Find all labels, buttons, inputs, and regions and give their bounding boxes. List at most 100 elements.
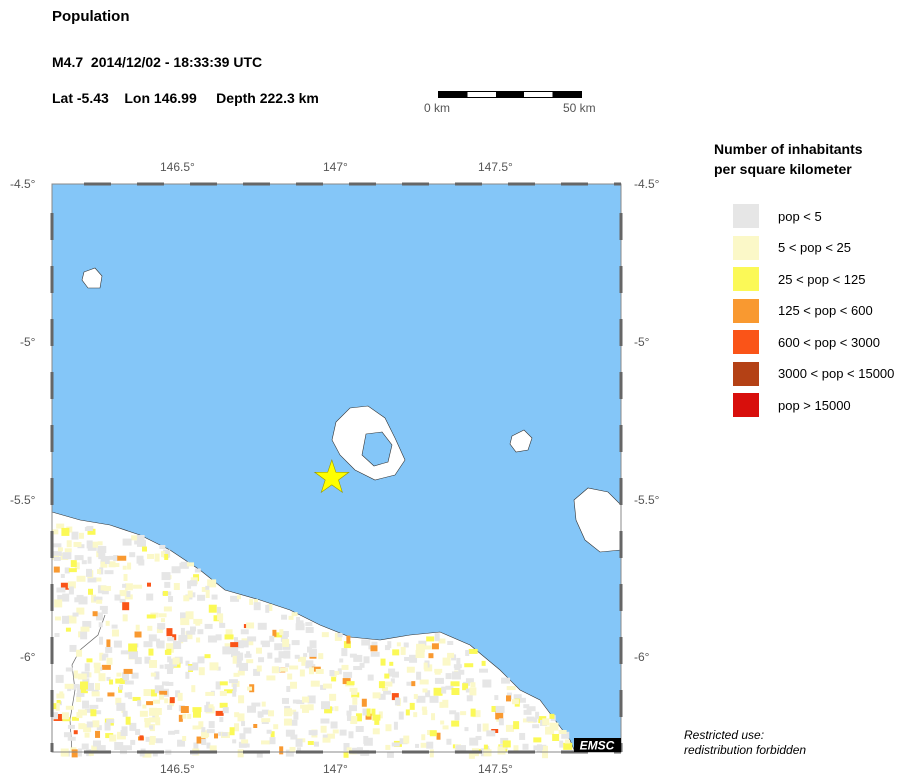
population-cell [361, 639, 371, 646]
population-cell [315, 668, 324, 674]
population-cell [52, 529, 59, 535]
population-cell [185, 611, 194, 620]
population-cell [187, 665, 194, 671]
population-cell [301, 658, 306, 666]
population-cell [367, 674, 374, 681]
population-cell [247, 636, 257, 642]
population-cell [119, 598, 126, 603]
population-cell [256, 751, 263, 758]
population-cell [355, 725, 364, 732]
lon-tick-top: 147.5° [478, 160, 513, 174]
population-cell [201, 731, 210, 738]
population-cell [429, 749, 434, 758]
population-cell [153, 707, 162, 715]
population-cell [119, 684, 124, 690]
population-cell [144, 656, 151, 664]
population-cell [447, 640, 454, 645]
population-cell [128, 692, 133, 700]
population-cell [233, 672, 240, 677]
population-cell [135, 624, 140, 631]
population-cell [88, 588, 94, 595]
population-cell [89, 704, 99, 709]
population-cell [221, 732, 228, 737]
population-cell [267, 604, 273, 612]
population-cell [64, 683, 74, 689]
population-cell [90, 709, 97, 717]
population-cell [193, 618, 203, 624]
population-cell [346, 681, 355, 686]
population-cell [532, 724, 540, 729]
population-cell [86, 540, 93, 549]
legend-label: 600 < pop < 3000 [778, 334, 880, 350]
frame-border [51, 183, 622, 753]
population-cell [196, 736, 206, 744]
population-cell [114, 594, 121, 601]
population-cell [465, 678, 474, 684]
population-cell [246, 659, 254, 664]
legend-item: 600 < pop < 3000 [733, 330, 880, 354]
population-cell [253, 668, 261, 676]
population-cell [465, 688, 473, 693]
population-cell [86, 721, 93, 728]
population-cell [495, 711, 504, 720]
population-cell [197, 629, 204, 635]
population-cell [352, 696, 358, 705]
population-cell [189, 580, 197, 587]
population-cell [99, 636, 104, 645]
population-cell [148, 648, 154, 656]
lon-tick-top: 147° [323, 160, 348, 174]
population-cell [232, 683, 237, 692]
population-cell [406, 681, 412, 686]
population-cell [124, 680, 134, 685]
population-cell [378, 711, 383, 719]
population-cell [105, 733, 114, 739]
population-cell [179, 562, 189, 569]
population-cell [291, 640, 300, 646]
population-cell [246, 705, 256, 713]
population-cell [222, 707, 229, 714]
population-cell [65, 667, 73, 672]
population-cell [307, 695, 316, 704]
population-cell [122, 602, 130, 611]
population-cell [87, 577, 97, 583]
population-cell [129, 552, 136, 558]
population-cell [128, 643, 138, 652]
population-cell [109, 679, 114, 685]
population-cell [66, 540, 72, 548]
population-cell [424, 645, 432, 650]
island [509, 429, 533, 453]
population-cell [64, 567, 70, 574]
population-cell [477, 723, 482, 732]
population-cell [283, 718, 292, 726]
population-cell [378, 681, 385, 689]
population-cell [76, 692, 85, 697]
population-cell [409, 702, 415, 710]
population-cell [106, 719, 115, 724]
legend-label: 125 < pop < 600 [778, 303, 873, 318]
population-cell [106, 676, 111, 681]
population-cell [156, 626, 163, 633]
population-cell [343, 641, 351, 649]
population-cell [68, 568, 77, 573]
population-cell [429, 695, 439, 703]
population-cell [113, 640, 122, 648]
population-cell [101, 664, 111, 670]
population-cell [343, 751, 349, 758]
epicenter-star-icon [313, 458, 350, 494]
population-cell [255, 647, 262, 654]
population-cell [122, 538, 132, 546]
legend-label: 3000 < pop < 15000 [778, 366, 895, 381]
population-cell [127, 562, 132, 570]
population-cell [78, 532, 84, 539]
population-cell [370, 645, 378, 652]
population-cell [224, 634, 234, 640]
population-cell [495, 705, 505, 713]
population-cell [415, 650, 425, 659]
population-cell [115, 563, 120, 568]
population-cell [393, 721, 398, 730]
population-cell [441, 686, 447, 694]
population-cell [434, 633, 440, 642]
population-cell [148, 634, 157, 642]
population-cell [173, 640, 182, 649]
population-cell [64, 548, 72, 553]
